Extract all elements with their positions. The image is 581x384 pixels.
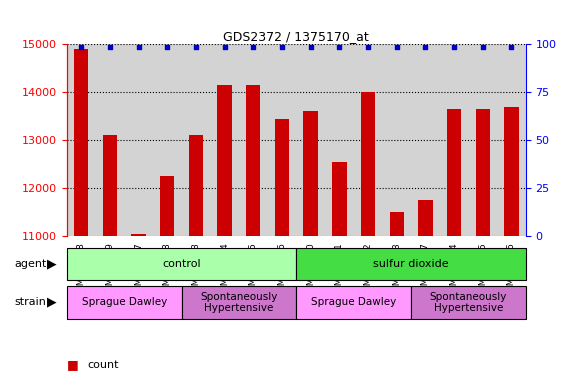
Point	[306, 43, 315, 50]
Bar	[67, 286, 181, 319]
Point	[507, 43, 516, 50]
Text: agent: agent	[15, 259, 47, 269]
Text: Spontaneously
Hypertensive: Spontaneously Hypertensive	[200, 291, 278, 313]
Point	[478, 43, 487, 50]
Bar	[181, 286, 296, 319]
Bar	[303, 111, 318, 236]
Text: sulfur dioxide: sulfur dioxide	[373, 259, 449, 269]
Bar	[160, 176, 174, 236]
Bar	[504, 106, 519, 236]
Point	[249, 43, 258, 50]
Bar	[246, 85, 260, 236]
Point	[392, 43, 401, 50]
Text: strain: strain	[15, 297, 46, 308]
Bar	[296, 248, 526, 280]
Point	[220, 43, 229, 50]
Point	[191, 43, 200, 50]
Bar	[447, 109, 461, 236]
Text: ■: ■	[67, 383, 78, 384]
Point	[105, 43, 114, 50]
Bar	[332, 162, 346, 236]
Point	[421, 43, 430, 50]
Bar	[476, 109, 490, 236]
Point	[277, 43, 286, 50]
Text: control: control	[162, 259, 201, 269]
Bar	[217, 85, 232, 236]
Text: Sprague Dawley: Sprague Dawley	[81, 297, 167, 308]
Bar	[389, 212, 404, 236]
Text: Spontaneously
Hypertensive: Spontaneously Hypertensive	[430, 291, 507, 313]
Bar	[74, 49, 88, 236]
Text: ■: ■	[67, 358, 78, 371]
Bar	[418, 200, 433, 236]
Text: ▶: ▶	[46, 258, 56, 270]
Point	[77, 43, 86, 50]
Bar	[296, 286, 411, 319]
Point	[450, 43, 459, 50]
Bar	[275, 119, 289, 236]
Bar	[131, 234, 146, 236]
Text: Sprague Dawley: Sprague Dawley	[311, 297, 396, 308]
Bar	[361, 92, 375, 236]
Point	[363, 43, 372, 50]
Title: GDS2372 / 1375170_at: GDS2372 / 1375170_at	[224, 30, 369, 43]
Point	[163, 43, 172, 50]
Point	[134, 43, 143, 50]
Point	[335, 43, 344, 50]
Text: ▶: ▶	[46, 296, 56, 309]
Bar	[67, 248, 296, 280]
Bar	[411, 286, 526, 319]
Bar	[103, 135, 117, 236]
Text: count: count	[87, 360, 119, 370]
Bar	[189, 135, 203, 236]
